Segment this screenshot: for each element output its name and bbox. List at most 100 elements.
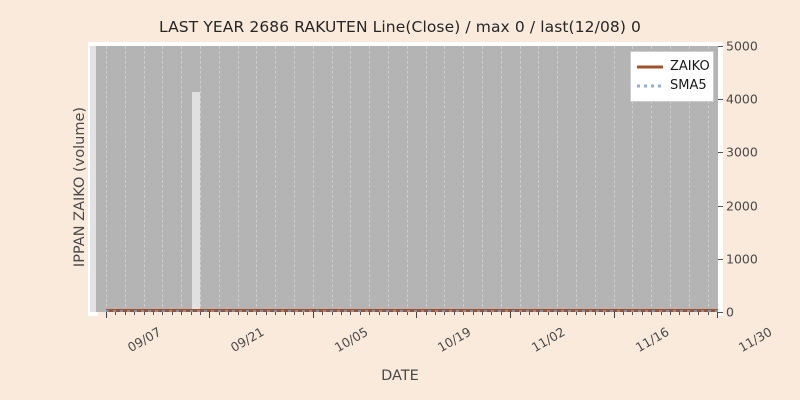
x-tick-minor xyxy=(623,312,624,315)
x-tick-minor xyxy=(566,312,568,315)
x-tick-minor xyxy=(604,312,606,315)
x-axis-tick-labels: 09/07 09/21 10/05 10/19 11/02 11/16 11/30 xyxy=(0,312,800,372)
x-tick-minor xyxy=(265,312,267,315)
x-tick-major xyxy=(106,312,107,318)
x-tick-minor xyxy=(547,312,549,315)
x-tick-minor xyxy=(688,312,690,315)
legend-entry-zaiko[interactable]: ZAIKO xyxy=(637,57,710,76)
y-axis-title: IPPAN ZAIKO (volume) xyxy=(72,106,88,268)
gridline-vertical xyxy=(463,46,465,312)
plot-frame-right-edge xyxy=(718,42,723,316)
x-tick-minor xyxy=(698,312,700,315)
gridline-vertical xyxy=(688,46,691,312)
gridline-vertical xyxy=(576,46,578,312)
x-tick-label: 10/19 xyxy=(435,324,474,356)
y-tick xyxy=(718,46,723,47)
y-tick-label: 2000 xyxy=(726,198,758,214)
plot-area xyxy=(96,46,718,312)
x-tick-minor xyxy=(359,312,361,315)
x-tick-minor xyxy=(331,312,333,315)
x-tick-minor xyxy=(406,312,408,315)
x-tick-minor xyxy=(482,312,483,315)
gridline-vertical xyxy=(406,46,409,312)
x-tick-major xyxy=(416,312,418,318)
x-tick-label: 11/16 xyxy=(632,324,672,356)
x-tick-minor xyxy=(275,312,277,315)
x-tick-minor xyxy=(350,312,352,315)
y-axis-tick-labels: 0 1000 2000 3000 4000 5000 xyxy=(726,0,796,400)
x-tick-major xyxy=(717,312,718,318)
x-tick-minor xyxy=(134,312,136,315)
x-tick-label: 11/02 xyxy=(529,324,568,356)
gridline-vertical xyxy=(613,46,616,312)
gridline-vertical xyxy=(651,46,653,312)
gridline-vertical xyxy=(707,46,710,312)
x-tick-major xyxy=(510,312,512,318)
x-tick-minor xyxy=(322,312,324,315)
x-tick-minor xyxy=(294,312,295,315)
gridline-vertical xyxy=(124,46,127,312)
x-tick-minor xyxy=(237,312,239,315)
x-tick-minor xyxy=(435,312,436,315)
x-tick-minor xyxy=(303,312,305,315)
x-tick-minor xyxy=(576,312,577,315)
x-tick-minor xyxy=(115,312,117,315)
gridline-vertical xyxy=(538,46,540,312)
series-layer xyxy=(96,46,718,312)
legend-dotted-line-swatch-icon xyxy=(637,80,663,92)
gridline-vertical xyxy=(557,46,559,312)
gridline-vertical xyxy=(482,46,484,312)
x-tick-minor xyxy=(425,312,427,315)
x-tick-minor xyxy=(594,312,596,315)
x-tick-minor xyxy=(162,312,164,315)
x-tick-minor xyxy=(641,312,643,315)
gridline-vertical xyxy=(425,46,428,312)
x-tick-minor xyxy=(181,312,183,315)
x-tick-minor xyxy=(519,312,521,315)
gridline-vertical xyxy=(350,46,352,312)
gridline-vertical xyxy=(275,46,277,312)
x-axis-title: DATE xyxy=(381,368,419,384)
y-tick xyxy=(718,99,723,101)
gridline-vertical xyxy=(594,46,597,312)
x-tick-minor xyxy=(218,312,220,315)
x-tick-minor xyxy=(707,312,709,315)
x-tick-minor xyxy=(228,312,230,315)
x-tick-minor xyxy=(670,312,671,315)
x-tick-minor xyxy=(463,312,465,315)
gridlines xyxy=(96,46,718,312)
gridline-vertical xyxy=(500,46,503,312)
y-tick-label: 3000 xyxy=(726,144,758,160)
gridline-vertical xyxy=(200,46,202,312)
gridline-vertical xyxy=(632,46,634,312)
x-tick-minor xyxy=(256,312,258,315)
gridline-vertical xyxy=(388,46,390,312)
x-tick-minor xyxy=(679,312,681,315)
x-tick-label: 10/05 xyxy=(331,324,371,356)
gridline-vertical xyxy=(444,46,446,312)
gridline-vertical xyxy=(294,46,296,312)
x-tick-minor xyxy=(124,312,126,315)
legend-entry-sma5[interactable]: SMA5 xyxy=(637,76,707,95)
plot-area-inner-shade xyxy=(192,92,200,312)
x-tick-minor xyxy=(200,312,201,315)
y-tick xyxy=(718,258,723,260)
y-tick-label: 4000 xyxy=(726,91,758,107)
gridline-vertical xyxy=(519,46,522,312)
x-tick-minor xyxy=(538,312,540,315)
legend-entry-label: SMA5 xyxy=(670,78,707,93)
gridline-vertical xyxy=(218,46,221,312)
gridline-vertical xyxy=(106,46,108,312)
x-tick-minor xyxy=(388,312,389,315)
chart-legend[interactable]: ZAIKO SMA5 xyxy=(630,51,714,102)
x-tick-minor xyxy=(453,312,455,315)
x-tick-minor xyxy=(190,312,192,315)
x-tick-minor xyxy=(171,312,173,315)
y-tick-label: 0 xyxy=(726,304,734,320)
x-tick-minor xyxy=(341,312,342,315)
gridline-vertical xyxy=(162,46,164,312)
series-line-sma5 xyxy=(106,310,718,312)
gridline-vertical xyxy=(670,46,672,312)
x-tick-minor xyxy=(529,312,530,315)
